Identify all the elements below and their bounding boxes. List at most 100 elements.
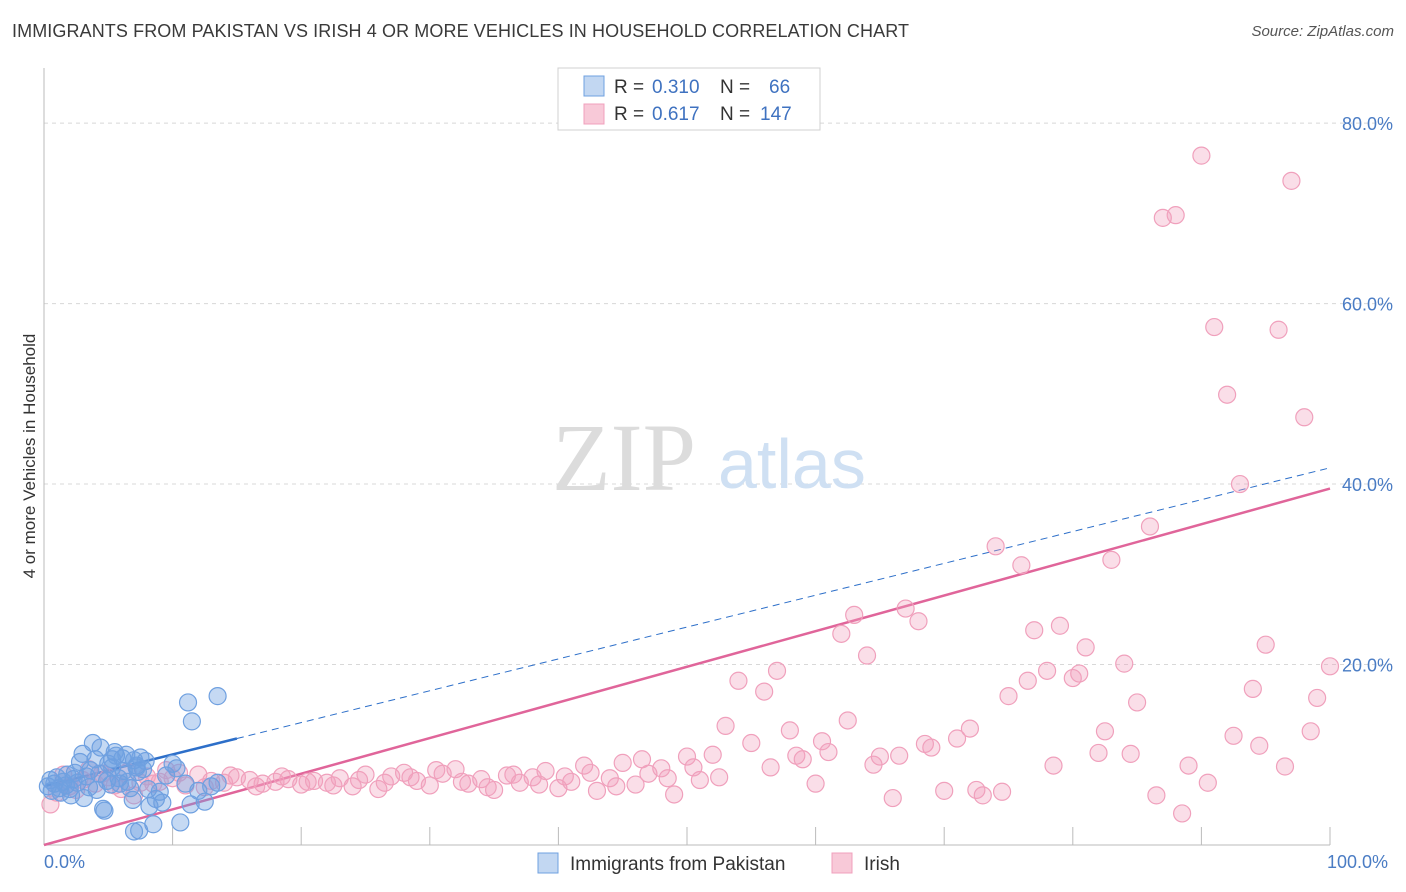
pakistan-point-68 bbox=[178, 693, 198, 712]
irish-points bbox=[41, 146, 1340, 823]
irish-point-94 bbox=[1205, 317, 1224, 337]
irish-point-121 bbox=[452, 772, 472, 791]
legend-box: R = 0.310 N = 66 R = 0.617 N = 147 bbox=[557, 67, 821, 131]
irish-point-128 bbox=[632, 750, 652, 769]
legend-n-value-1: 66 bbox=[769, 77, 790, 98]
irish-point-74 bbox=[947, 729, 967, 748]
irish-point-131 bbox=[710, 768, 729, 787]
irish-point-79 bbox=[1012, 556, 1031, 575]
bottom-legend-label-pakistan: Immigrants from Pakistan bbox=[570, 854, 785, 875]
x-tick-label-max: 100.0% bbox=[1327, 852, 1388, 872]
y-tick-label-1: 40.0% bbox=[1342, 475, 1393, 495]
watermark-atlas: atlas bbox=[718, 425, 866, 503]
legend-n-label-1: N = bbox=[720, 77, 750, 98]
irish-point-53 bbox=[677, 747, 697, 766]
pakistan-point-59 bbox=[181, 795, 200, 814]
pakistan-point-61 bbox=[195, 792, 214, 811]
irish-point-117 bbox=[349, 770, 369, 790]
irish-point-66 bbox=[845, 605, 864, 625]
irish-point-26 bbox=[330, 769, 349, 788]
pakistan-point-14 bbox=[68, 773, 87, 792]
irish-point-89 bbox=[1140, 517, 1160, 536]
pakistan-point-20 bbox=[81, 761, 100, 780]
pakistan-point-56 bbox=[167, 759, 186, 778]
source-label: Source: ZipAtlas.com bbox=[1251, 23, 1394, 40]
irish-point-69 bbox=[883, 788, 902, 808]
irish-point-114 bbox=[272, 767, 292, 786]
irish-point-63 bbox=[806, 774, 825, 793]
irish-point-95 bbox=[1218, 385, 1237, 404]
irish-point-88 bbox=[1127, 693, 1147, 712]
legend-r-value-2: 0.617 bbox=[652, 104, 700, 125]
irish-point-81 bbox=[1037, 661, 1057, 680]
axes bbox=[43, 68, 1331, 846]
irish-point-65 bbox=[832, 624, 851, 643]
irish-point-132 bbox=[761, 758, 780, 777]
irish-point-78 bbox=[999, 687, 1018, 706]
pakistan-point-53 bbox=[153, 793, 172, 812]
irish-point-58 bbox=[742, 733, 761, 753]
irish-point-138 bbox=[915, 734, 935, 754]
irish-point-59 bbox=[755, 682, 774, 701]
irish-point-125 bbox=[555, 767, 574, 786]
irish-point-147 bbox=[1173, 804, 1192, 823]
irish-point-98 bbox=[1256, 635, 1275, 654]
irish-point-115 bbox=[298, 772, 317, 791]
irish-point-141 bbox=[1018, 671, 1037, 690]
irish-point-146 bbox=[1147, 786, 1166, 805]
irish-trend-line bbox=[43, 487, 1331, 847]
irish-point-152 bbox=[1301, 722, 1320, 741]
irish-point-67 bbox=[857, 646, 877, 665]
irish-point-49 bbox=[626, 775, 645, 794]
y-tick-label-0: 20.0% bbox=[1342, 656, 1393, 676]
irish-point-145 bbox=[1121, 744, 1140, 763]
irish-point-100 bbox=[1282, 171, 1301, 190]
irish-point-82 bbox=[1050, 616, 1070, 635]
pakistan-points bbox=[38, 687, 227, 841]
irish-point-48 bbox=[613, 753, 632, 772]
irish-point-124 bbox=[530, 775, 549, 794]
irish-point-86 bbox=[1102, 550, 1121, 569]
irish-point-92 bbox=[1179, 756, 1198, 775]
irish-point-60 bbox=[767, 661, 787, 680]
y-tick-label-3: 80.0% bbox=[1342, 114, 1393, 134]
irish-point-93 bbox=[1192, 146, 1211, 165]
legend-r-value-1: 0.310 bbox=[652, 77, 700, 98]
pakistan-point-54 bbox=[157, 766, 176, 785]
irish-point-80 bbox=[1025, 621, 1044, 640]
irish-point-33 bbox=[420, 776, 439, 795]
pakistan-point-25 bbox=[91, 738, 110, 757]
watermark: ZIP atlas bbox=[552, 404, 866, 511]
irish-point-77 bbox=[986, 537, 1005, 556]
watermark-zip: ZIP bbox=[552, 404, 696, 511]
irish-point-61 bbox=[780, 721, 799, 740]
bottom-legend-swatch-pakistan bbox=[537, 852, 559, 874]
irish-point-133 bbox=[787, 746, 806, 765]
legend-n-value-2: 147 bbox=[760, 104, 792, 125]
irish-point-130 bbox=[684, 758, 703, 777]
pakistan-point-27 bbox=[95, 801, 114, 820]
irish-point-46 bbox=[587, 781, 607, 800]
irish-point-101 bbox=[1295, 408, 1314, 427]
legend-r-label-1: R = bbox=[614, 77, 644, 98]
pakistan-point-40 bbox=[121, 779, 140, 798]
irish-point-64 bbox=[819, 742, 838, 762]
irish-point-149 bbox=[1224, 726, 1243, 745]
pakistan-point-47 bbox=[136, 751, 155, 771]
irish-point-52 bbox=[665, 785, 684, 804]
pakistan-point-70 bbox=[208, 687, 227, 706]
pakistan-point-63 bbox=[124, 822, 144, 841]
irish-point-97 bbox=[1243, 679, 1262, 698]
pakistan-trend-extension bbox=[236, 467, 1331, 740]
pakistan-point-65 bbox=[208, 773, 227, 792]
irish-point-85 bbox=[1089, 743, 1108, 763]
pakistan-point-69 bbox=[182, 712, 201, 731]
trend-lines bbox=[43, 467, 1331, 847]
irish-point-57 bbox=[729, 671, 748, 690]
legend-swatch-irish bbox=[583, 103, 605, 125]
irish-point-113 bbox=[247, 777, 266, 796]
irish-point-119 bbox=[401, 768, 420, 787]
irish-point-136 bbox=[864, 755, 883, 774]
legend-r-label-2: R = bbox=[614, 104, 644, 125]
irish-point-135 bbox=[838, 711, 857, 730]
